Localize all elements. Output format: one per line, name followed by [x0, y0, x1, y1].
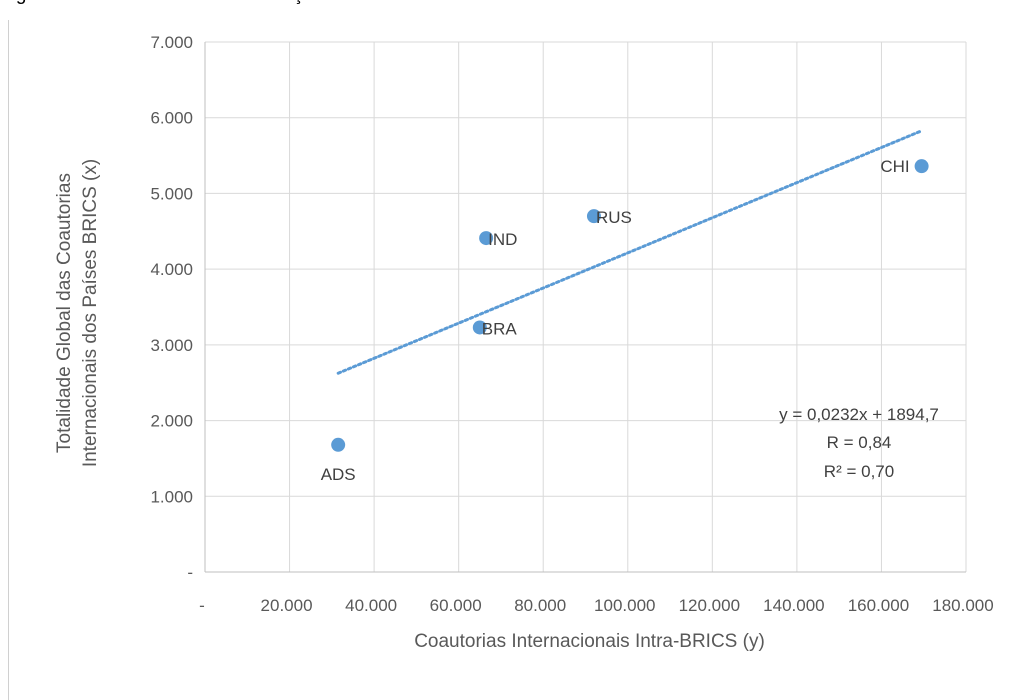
figure-caption: Figura 13 – Tendências de associação nas… [0, 0, 1024, 14]
y-axis-title-line-1: Totalidade Global das Coautorias [54, 173, 75, 453]
regression-equation: y = 0,0232x + 1894,7 [779, 405, 939, 424]
y-tick-label: 4.000 [150, 260, 193, 279]
trendline [336, 129, 924, 375]
x-tick-label: 60.000 [430, 596, 482, 615]
y-tick-label: - [187, 563, 193, 582]
y-tick-label: 3.000 [150, 336, 193, 355]
point-label-ads: ADS [321, 465, 356, 484]
data-point-ind [479, 231, 494, 246]
data-point-rus [586, 209, 601, 224]
y-axis-title-line-2: Internacionais dos Países BRICS (x) [80, 159, 101, 467]
grid-lines [205, 41, 967, 572]
x-tick-label: 80.000 [514, 596, 566, 615]
x-tick-label: 40.000 [345, 596, 397, 615]
tick-labels: - 20.000 40.000 60.000 80.000 100.000 120.000 1… [150, 33, 993, 615]
y-axis-title: Totalidade Global das Coautorias Interna… [54, 159, 101, 467]
x-tick-label: 100.000 [594, 596, 655, 615]
y-tick-label: 1.000 [150, 487, 193, 506]
data-point-ads [331, 437, 346, 452]
data-point-bra [472, 320, 487, 335]
x-tick-label: - [199, 596, 205, 615]
x-tick-label: 20.000 [261, 596, 313, 615]
x-tick-label: 180.000 [932, 596, 993, 615]
point-label-chi: CHI [880, 157, 909, 176]
r-squared: R² = 0,70 [824, 462, 894, 481]
axes [204, 42, 966, 573]
x-tick-label: 140.000 [763, 596, 824, 615]
y-tick-label: 5.000 [150, 184, 193, 203]
x-tick-label: 160.000 [848, 596, 909, 615]
point-label-bra: BRA [482, 319, 518, 338]
regression-annotation: y = 0,0232x + 1894,7 R = 0,84 R² = 0,70 [779, 405, 939, 481]
data-point-chi [914, 159, 929, 174]
x-tick-label: 120.000 [679, 596, 740, 615]
trendline-layer [336, 129, 924, 375]
correlation-r: R = 0,84 [827, 433, 892, 452]
x-axis-title: Coautorias Internacionais Intra-BRICS (y… [414, 631, 765, 652]
point-labels: ADS BRA IND RUS CHI [321, 157, 910, 484]
chart-frame: ADS BRA IND RUS CHI - 20.000 40.000 60.000 80.00… [8, 20, 1024, 700]
point-label-ind: IND [488, 230, 517, 249]
point-label-rus: RUS [596, 208, 632, 227]
data-points [331, 159, 929, 452]
y-tick-label: 2.000 [150, 412, 193, 431]
y-tick-label: 6.000 [150, 109, 193, 128]
y-tick-label: 7.000 [150, 33, 193, 52]
scatter-chart: ADS BRA IND RUS CHI - 20.000 40.000 60.000 80.00… [54, 33, 994, 652]
